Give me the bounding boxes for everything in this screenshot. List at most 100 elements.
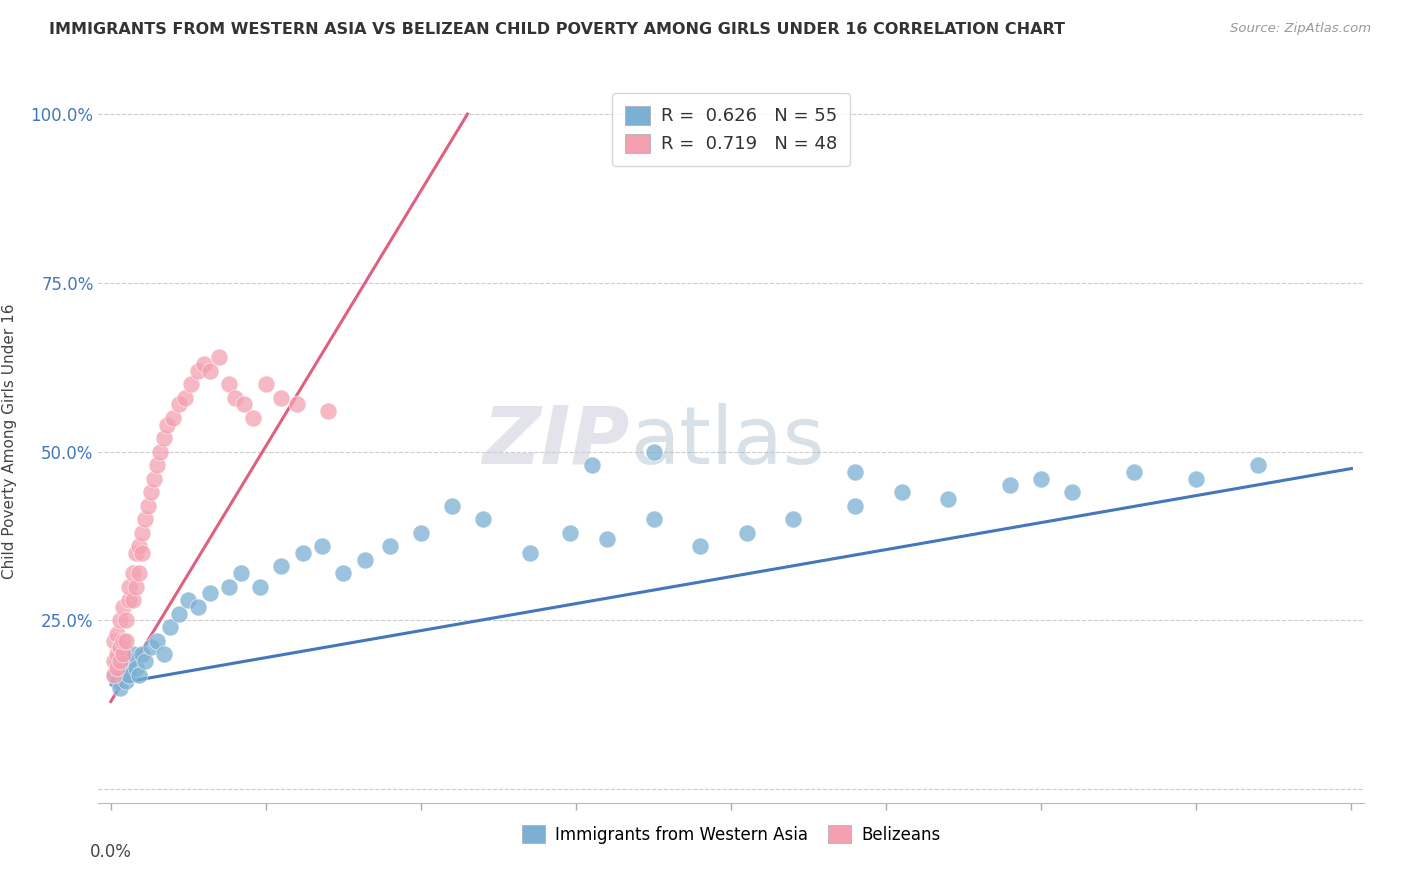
Point [643, 444, 665, 458]
Point [131, 525, 153, 540]
Point [134, 512, 156, 526]
Point [1247, 458, 1270, 472]
Point [118, 593, 141, 607]
Point [162, 411, 184, 425]
Point [115, 614, 138, 628]
Point [112, 667, 135, 681]
Point [159, 620, 181, 634]
Point [378, 539, 401, 553]
Point [121, 593, 143, 607]
Point [218, 580, 240, 594]
Point [311, 539, 333, 553]
Point [152, 431, 174, 445]
Point [332, 566, 354, 581]
Point [198, 364, 221, 378]
Point [108, 654, 131, 668]
Point [254, 377, 277, 392]
Point [124, 661, 146, 675]
Point [105, 647, 128, 661]
Point [115, 661, 138, 675]
Point [174, 391, 197, 405]
Point [167, 397, 190, 411]
Point [121, 566, 143, 581]
Point [118, 667, 141, 681]
Point [146, 458, 169, 472]
Point [131, 647, 153, 661]
Y-axis label: Child Poverty Among Girls Under 16: Child Poverty Among Girls Under 16 [1, 304, 17, 579]
Point [519, 546, 541, 560]
Point [1000, 478, 1022, 492]
Point [105, 627, 128, 641]
Point [285, 397, 308, 411]
Point [596, 533, 619, 547]
Point [105, 654, 128, 668]
Point [115, 633, 138, 648]
Point [177, 593, 200, 607]
Text: 0.0%: 0.0% [90, 843, 132, 861]
Text: ZIP: ZIP [482, 402, 630, 481]
Point [643, 512, 665, 526]
Point [131, 546, 153, 560]
Point [936, 491, 959, 506]
Point [108, 614, 131, 628]
Point [112, 633, 135, 648]
Point [103, 654, 125, 668]
Text: IMMIGRANTS FROM WESTERN ASIA VS BELIZEAN CHILD POVERTY AMONG GIRLS UNDER 16 CORR: IMMIGRANTS FROM WESTERN ASIA VS BELIZEAN… [49, 22, 1066, 37]
Point [115, 674, 138, 689]
Point [558, 525, 581, 540]
Point [128, 667, 150, 681]
Point [128, 566, 150, 581]
Point [1031, 472, 1053, 486]
Point [103, 667, 125, 681]
Point [354, 552, 377, 566]
Point [167, 607, 190, 621]
Point [105, 674, 128, 689]
Point [103, 667, 125, 681]
Point [187, 599, 209, 614]
Point [105, 661, 128, 675]
Point [141, 640, 163, 655]
Point [233, 397, 256, 411]
Point [149, 444, 172, 458]
Point [316, 404, 339, 418]
Point [224, 391, 246, 405]
Point [844, 465, 866, 479]
Point [112, 647, 135, 661]
Point [124, 580, 146, 594]
Point [1062, 485, 1084, 500]
Point [121, 647, 143, 661]
Point [187, 364, 209, 378]
Point [152, 647, 174, 661]
Point [108, 640, 131, 655]
Point [193, 357, 215, 371]
Point [735, 525, 758, 540]
Point [229, 566, 252, 581]
Point [472, 512, 495, 526]
Point [112, 647, 135, 661]
Point [440, 499, 463, 513]
Point [136, 499, 159, 513]
Point [156, 417, 179, 432]
Point [689, 539, 711, 553]
Point [218, 377, 240, 392]
Point [270, 391, 292, 405]
Point [108, 681, 131, 695]
Point [1123, 465, 1146, 479]
Point [141, 485, 163, 500]
Point [782, 512, 804, 526]
Point [1185, 472, 1208, 486]
Text: Source: ZipAtlas.com: Source: ZipAtlas.com [1230, 22, 1371, 36]
Point [118, 654, 141, 668]
Point [103, 633, 125, 648]
Point [890, 485, 912, 500]
Point [180, 377, 202, 392]
Point [134, 654, 156, 668]
Point [249, 580, 271, 594]
Point [242, 411, 264, 425]
Text: atlas: atlas [630, 402, 824, 481]
Point [128, 539, 150, 553]
Point [118, 580, 141, 594]
Point [292, 546, 315, 560]
Point [844, 499, 866, 513]
Point [208, 350, 231, 364]
